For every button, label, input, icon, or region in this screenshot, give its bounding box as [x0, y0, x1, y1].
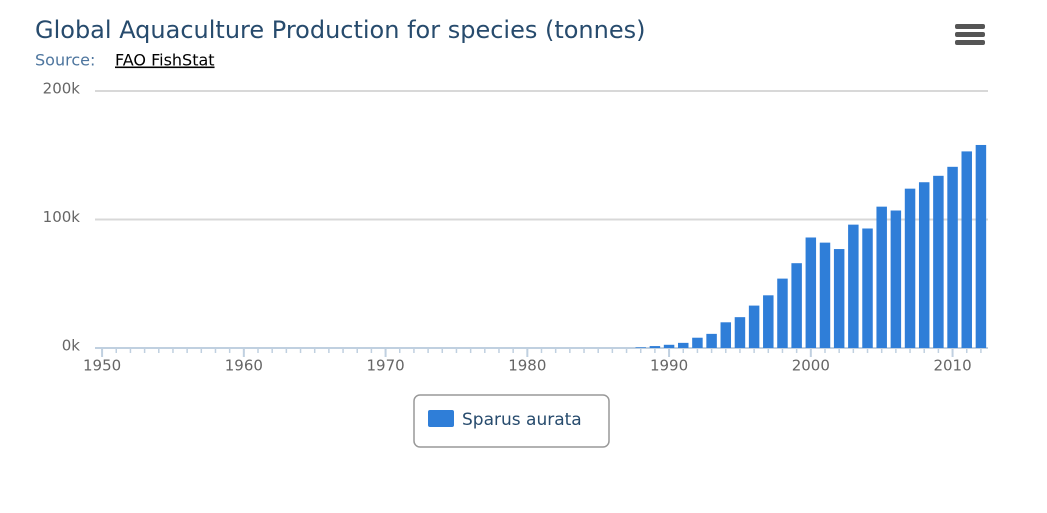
subtitle-prefix: Source:: [35, 51, 95, 70]
bar: [862, 228, 873, 348]
legend-swatch: [428, 410, 454, 427]
bar: [649, 346, 661, 348]
bar: [805, 237, 817, 348]
y-tick-label: 100k: [43, 208, 81, 226]
bar: [933, 175, 944, 348]
bar: [975, 144, 987, 348]
bar: [777, 278, 788, 348]
y-tick-label: 200k: [43, 80, 81, 98]
y-tick-label: 0k: [62, 337, 81, 355]
bar: [678, 342, 689, 348]
x-tick-label: 1960: [225, 357, 263, 375]
bar: [692, 337, 703, 348]
bar: [734, 317, 746, 348]
bar: [791, 263, 802, 348]
legend: Sparus aurata: [413, 394, 610, 448]
x-tick-label: 1950: [83, 357, 121, 375]
bar: [748, 305, 760, 348]
bar: [663, 344, 675, 348]
x-tick-label: 1980: [508, 357, 546, 375]
bar: [763, 295, 774, 348]
bar: [890, 210, 902, 348]
bar: [947, 166, 958, 348]
source-link[interactable]: FAO FishStat: [115, 51, 215, 70]
bar: [904, 188, 916, 348]
chart-title: Global Aquaculture Production for specie…: [35, 16, 646, 44]
bar: [706, 333, 717, 348]
x-tick-label: 1990: [650, 357, 688, 375]
bar: [961, 151, 972, 348]
bar: [918, 182, 930, 348]
bar: [833, 249, 845, 348]
x-tick-label: 1970: [366, 357, 404, 375]
bar: [876, 206, 887, 348]
bar: [848, 224, 859, 348]
bar: [819, 242, 831, 348]
x-tick-label: 2000: [792, 357, 830, 375]
menu-button[interactable]: [952, 20, 988, 48]
bar: [720, 322, 732, 348]
x-tick-label: 2010: [933, 357, 971, 375]
bar: [635, 347, 646, 348]
legend-label[interactable]: Sparus aurata: [462, 410, 582, 430]
